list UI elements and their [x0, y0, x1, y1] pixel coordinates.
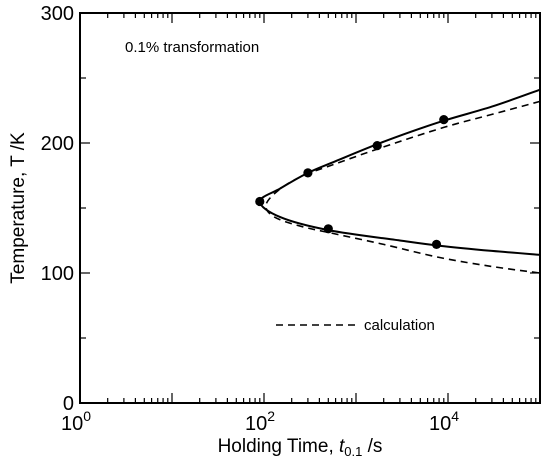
y-tick-label: 100	[41, 263, 74, 285]
x-tick-label: 104	[429, 408, 459, 435]
data-point	[439, 115, 449, 125]
x-tick-label: 100	[61, 408, 91, 435]
measured-curve	[258, 88, 541, 256]
y-tick-label: 0	[63, 393, 74, 415]
x-axis-title: Holding Time, t0.1 /s	[218, 436, 383, 459]
data-point	[431, 239, 442, 249]
x-tick-label: 102	[245, 408, 275, 435]
data-point	[255, 196, 265, 207]
plot-frame	[79, 12, 541, 404]
annotation-text: 0.1% transformation	[125, 39, 259, 56]
series-layer	[255, 88, 541, 274]
data-point	[303, 168, 313, 178]
y-tick-label: 200	[41, 133, 74, 155]
y-axis-title: Temperature, T /K	[8, 132, 29, 284]
data-point	[323, 224, 333, 234]
calculation-curve	[265, 100, 541, 274]
data-point	[372, 141, 382, 151]
legend-label: calculation	[364, 317, 435, 334]
y-tick-label: 300	[41, 3, 74, 25]
